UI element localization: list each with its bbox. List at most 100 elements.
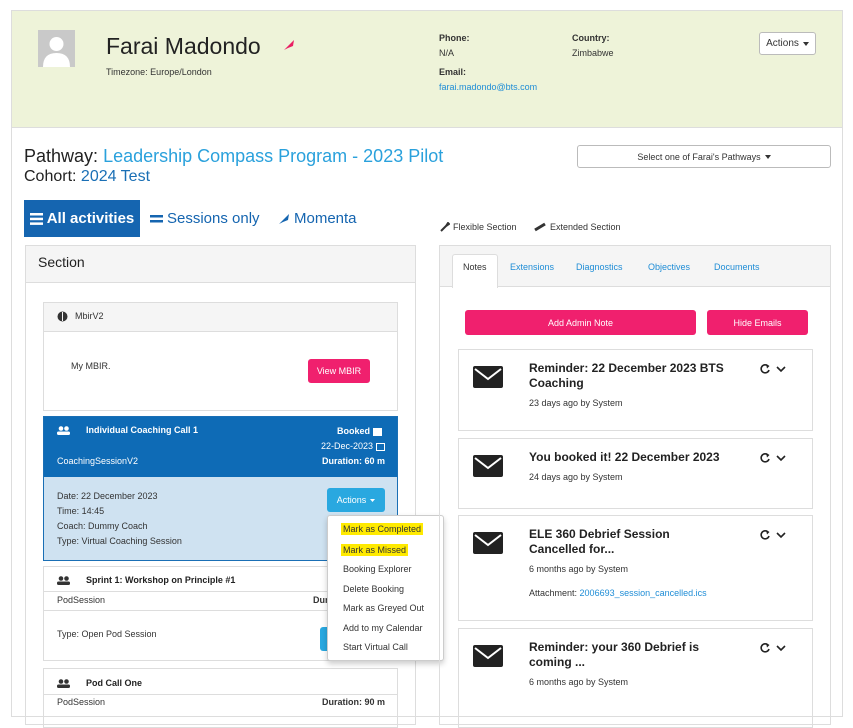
session-type: PodSession [57, 595, 106, 605]
note-controls[interactable] [760, 642, 788, 657]
divider [44, 610, 397, 611]
tab[interactable]: Momenta [278, 210, 357, 227]
duration: Duration: 90 m [321, 697, 385, 707]
envelope-icon [473, 645, 503, 670]
momenta-icon [284, 40, 294, 50]
note-title: ELE 360 Debrief Session Cancelled for... [529, 527, 670, 556]
pathway-label: Pathway: [24, 146, 99, 166]
button-label: View MBIR [316, 366, 362, 376]
hide-emails-button[interactable]: Hide Emails [707, 310, 808, 335]
detail: Type: Open Pod Session [57, 629, 157, 639]
note-meta: 24 days ago by System [529, 472, 623, 482]
timezone: Timezone: Europe/London [106, 67, 212, 77]
notes-tab-label: Notes [463, 262, 487, 272]
tab-label: All activities [46, 210, 135, 227]
notes-tabbar [440, 246, 830, 287]
section-header [26, 246, 415, 283]
section-title: Section [38, 254, 85, 270]
detail: Type: Virtual Coaching Session [57, 536, 182, 546]
email-label: Email: [439, 67, 467, 77]
note-card [458, 438, 813, 509]
country: Zimbabwe [572, 48, 614, 58]
people-icon [57, 576, 70, 585]
cohort-name: 2024 Test [80, 168, 151, 185]
button-label: Add Admin Note [547, 317, 614, 328]
tab[interactable]: Sessions only [150, 210, 260, 227]
select-label: Select one of Farai's Pathways [637, 151, 761, 162]
tab-active[interactable]: All activities [24, 200, 140, 237]
people-icon [57, 679, 70, 688]
page: Farai Madondo Timezone: Europe/London Ph… [11, 10, 843, 728]
pathway-name[interactable]: Leadership Compass Program - 2023 Pilot [103, 146, 444, 166]
note-meta: 6 months ago by System [529, 677, 629, 687]
note-attachment: Attachment: 2006693_session_cancelled.ic… [529, 588, 707, 598]
country-label: Country: [572, 33, 610, 43]
booking-date: 22-Dec-2023 [321, 441, 385, 451]
coaching-header [44, 417, 397, 477]
divider [44, 694, 397, 695]
attachment-link[interactable]: 2006693_session_cancelled.ics [579, 588, 707, 598]
note-meta: 6 months ago by System [529, 564, 629, 574]
detail: Time: 14:45 [57, 506, 105, 516]
cohort-label: Cohort: [24, 168, 77, 185]
dropdown-item[interactable]: Start Virtual Call [343, 642, 408, 652]
card-title: Sprint 1: Workshop on Principle #1 [86, 575, 236, 585]
pathway: Pathway: Leadership Compass Program - 20… [24, 146, 443, 167]
actions-button[interactable]: Actions [759, 32, 816, 55]
dropdown-item[interactable]: Mark as Greyed Out [343, 603, 425, 613]
note-controls[interactable] [760, 529, 788, 544]
envelope-icon [473, 455, 503, 480]
card-title: Pod Call One [86, 678, 143, 688]
legend-label: Extended Section [550, 222, 621, 232]
note-card [458, 349, 813, 431]
note-card [458, 515, 813, 621]
dropdown-item[interactable]: Add to my Calendar [343, 623, 423, 633]
notes-tab-active[interactable] [452, 254, 498, 288]
item-label: Mark as Missed [341, 544, 409, 556]
actions-dropdown [327, 515, 444, 661]
dropdown-item[interactable]: Mark as Completed [341, 523, 424, 535]
card-title: Individual Coaching Call 1 [86, 425, 199, 435]
attachment-label: Attachment: [529, 588, 578, 598]
tab-label: Sessions only [167, 210, 260, 227]
legend-extended: Extended Section [534, 222, 621, 232]
note-title: Reminder: your 360 Debrief is coming ... [529, 640, 700, 669]
envelope-icon [473, 366, 503, 391]
note-meta: 23 days ago by System [529, 398, 623, 408]
date-label: 22-Dec-2023 [320, 441, 373, 451]
tab-label: Momenta [294, 210, 357, 227]
add-note-button[interactable]: Add Admin Note [465, 310, 696, 335]
card-text: My MBIR. [71, 361, 111, 371]
note-controls[interactable] [760, 363, 788, 378]
legend-flexible: Flexible Section [440, 222, 517, 232]
email[interactable]: farai.madondo@bts.com [439, 82, 538, 92]
card-header [44, 303, 397, 332]
dropdown-item[interactable]: Booking Explorer [343, 564, 412, 574]
cohort: Cohort: 2024 Test [24, 168, 150, 186]
duration: Duration: 60 m [321, 456, 385, 466]
profile-header [11, 10, 843, 128]
button-label: Actions [336, 495, 367, 505]
detail: Date: 22 December 2023 [57, 491, 158, 501]
notes-tab[interactable]: Diagnostics [576, 262, 623, 272]
envelope-icon [473, 532, 503, 557]
phone-label: Phone: [439, 33, 470, 43]
card-actions-button[interactable]: Actions [327, 488, 385, 512]
note-controls[interactable] [760, 452, 788, 467]
notes-tab[interactable]: Extensions [510, 262, 555, 272]
dropdown-item[interactable]: Mark as Missed [341, 544, 409, 556]
divider [44, 591, 397, 592]
pathway-select[interactable]: Select one of Farai's Pathways [577, 145, 831, 168]
profile-name: Farai Madondo [106, 33, 261, 59]
status-label: Booked [336, 426, 370, 436]
dropdown-item[interactable]: Delete Booking [343, 584, 405, 594]
legend-label: Flexible Section [453, 222, 517, 232]
notes-tab[interactable]: Objectives [648, 262, 691, 272]
session-type: CoachingSessionV2 [57, 456, 139, 466]
view-mbir-button[interactable]: View MBIR [308, 359, 370, 383]
notes-tab[interactable]: Documents [714, 262, 760, 272]
brain-icon [57, 311, 68, 322]
button-label: Actions [766, 38, 799, 49]
people-icon [57, 426, 70, 435]
detail: Coach: Dummy Coach [57, 521, 148, 531]
